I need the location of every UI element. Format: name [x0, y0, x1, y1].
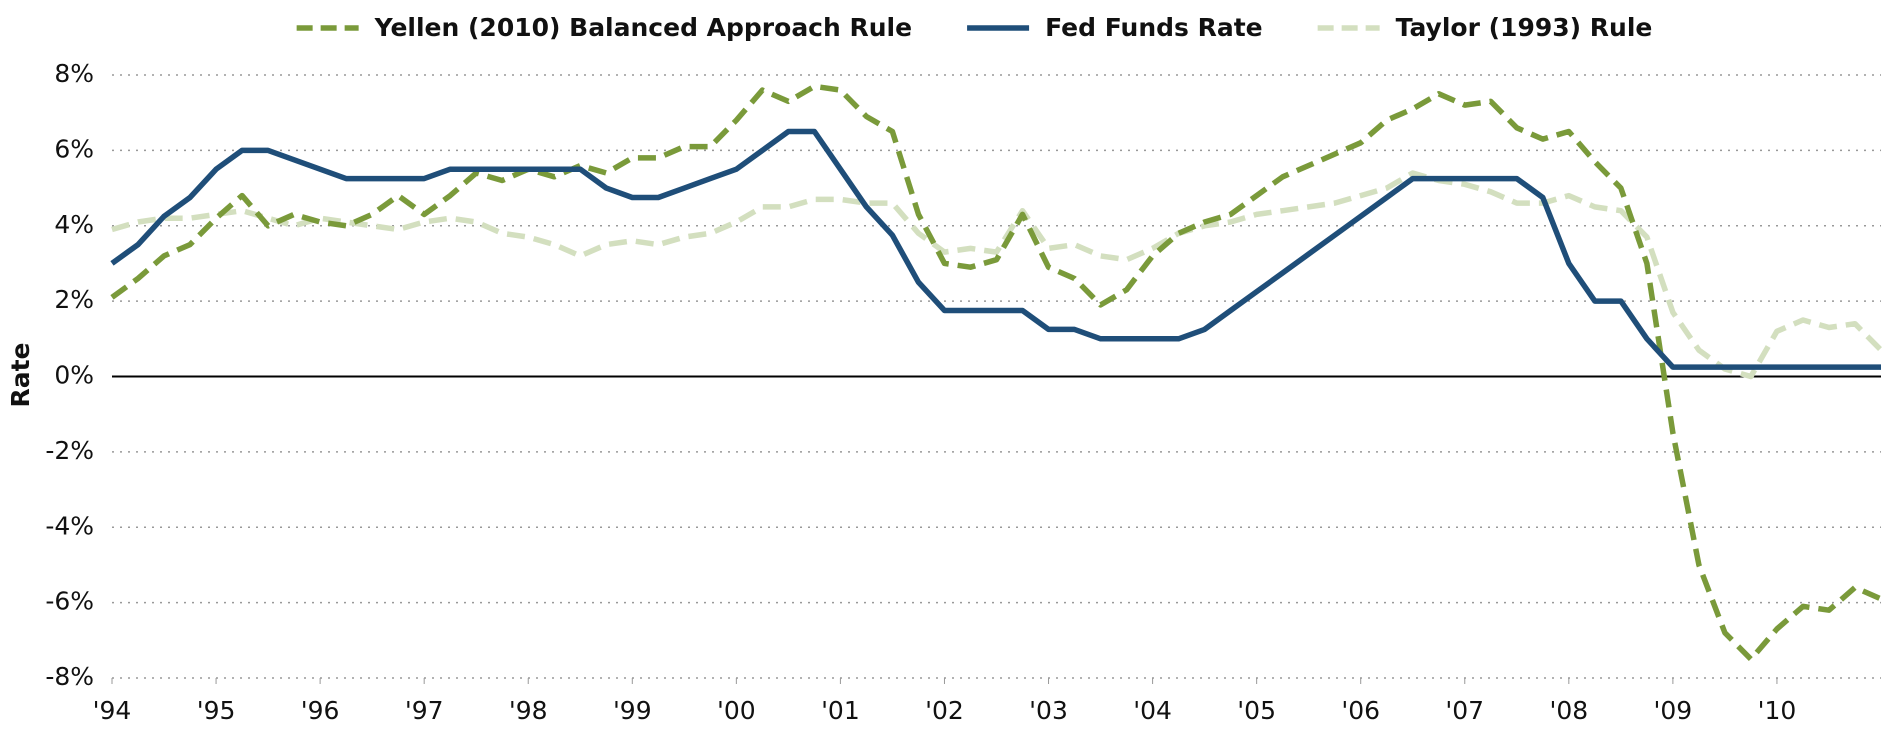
- x-tick-label: '06: [1341, 696, 1380, 725]
- x-tick-label: '10: [1758, 696, 1797, 725]
- y-tick-label: 0%: [54, 361, 94, 390]
- y-tick-label: 2%: [54, 285, 94, 314]
- x-tick-label: '01: [821, 696, 860, 725]
- x-tick-label: '97: [405, 696, 444, 725]
- legend-label: Taylor (1993) Rule: [1396, 13, 1653, 42]
- x-tick-label: '04: [1133, 696, 1172, 725]
- x-tick-label: '96: [301, 696, 340, 725]
- legend-label: Yellen (2010) Balanced Approach Rule: [374, 13, 912, 42]
- series-line: [111, 170, 1883, 380]
- x-tick-label: '95: [197, 696, 236, 725]
- y-tick-label: -6%: [45, 587, 94, 616]
- y-tick-label: 6%: [54, 134, 94, 163]
- y-tick-label: -4%: [45, 511, 94, 540]
- y-axis-label: Rate: [6, 342, 35, 407]
- x-tick-label: '05: [1237, 696, 1276, 725]
- x-tick-label: '08: [1549, 696, 1588, 725]
- y-tick-label: -2%: [45, 436, 94, 465]
- y-tick-label: 4%: [54, 210, 94, 239]
- x-tick-label: '00: [717, 696, 756, 725]
- x-tick-label: '02: [925, 696, 964, 725]
- x-tick-label: '09: [1654, 696, 1693, 725]
- series-line: [110, 128, 1881, 370]
- series-line: [110, 83, 1883, 662]
- x-tick-label: '94: [93, 696, 132, 725]
- y-tick-label: -8%: [45, 662, 94, 691]
- legend-label: Fed Funds Rate: [1045, 13, 1263, 42]
- x-tick-label: '99: [613, 696, 652, 725]
- x-tick-label: '03: [1029, 696, 1068, 725]
- y-tick-label: 8%: [54, 59, 94, 88]
- x-tick-label: '07: [1445, 696, 1484, 725]
- x-tick-label: '98: [509, 696, 548, 725]
